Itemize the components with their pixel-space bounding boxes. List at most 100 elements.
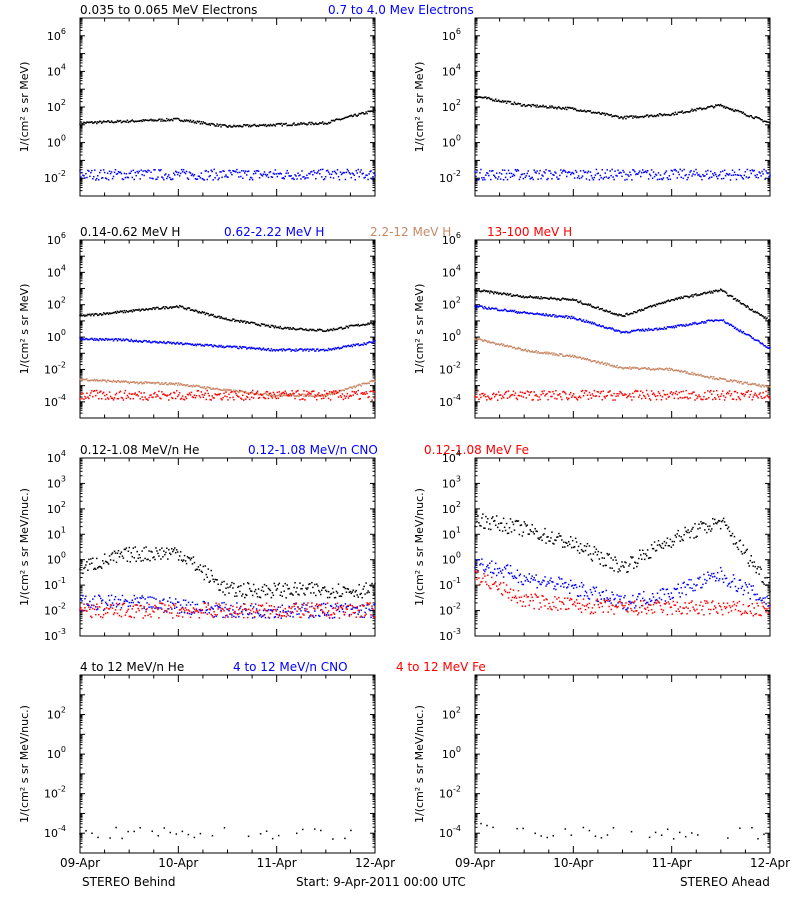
data-point (539, 352, 541, 354)
data-point (208, 123, 210, 125)
data-point (656, 178, 659, 181)
series-black (79, 304, 376, 333)
data-point (673, 369, 676, 372)
data-point (250, 177, 253, 179)
data-point (134, 382, 136, 384)
data-point (693, 170, 695, 173)
data-point (176, 395, 179, 398)
data-point (541, 174, 543, 176)
data-point (523, 173, 526, 175)
data-point (180, 168, 183, 171)
data-point (241, 347, 243, 350)
data-point (128, 310, 131, 312)
data-point (642, 367, 645, 369)
data-point (711, 290, 713, 293)
data-point (573, 177, 576, 179)
y-tick-exponent: -4 (453, 393, 461, 402)
data-point (501, 309, 504, 312)
data-point (169, 119, 171, 122)
data-point (657, 368, 660, 371)
data-point (218, 589, 220, 591)
data-point (640, 367, 643, 369)
data-point (636, 172, 638, 175)
data-point (743, 174, 746, 177)
data-point (125, 173, 128, 175)
data-point (102, 338, 105, 341)
data-point (354, 324, 357, 327)
data-point (80, 559, 82, 561)
data-point (231, 173, 233, 176)
data-point (104, 398, 107, 401)
data-point (753, 383, 755, 385)
data-point (690, 373, 692, 375)
data-point (730, 295, 733, 297)
data-point (103, 120, 106, 123)
data-point (104, 337, 107, 340)
data-point (557, 106, 559, 109)
data-point (147, 399, 149, 401)
data-point (726, 380, 729, 382)
data-point (202, 121, 205, 123)
data-point (763, 344, 765, 347)
data-point (629, 115, 631, 117)
data-point (704, 376, 706, 378)
data-point (522, 295, 525, 297)
data-point (690, 109, 692, 112)
data-point (728, 390, 731, 392)
data-point (246, 396, 249, 399)
data-point (481, 339, 483, 341)
data-point (684, 396, 686, 399)
data-point (565, 298, 567, 300)
data-point (354, 392, 357, 394)
data-point (749, 335, 752, 337)
data-point (251, 389, 254, 392)
data-point (763, 386, 765, 388)
data-point (239, 345, 241, 348)
data-point (297, 389, 299, 392)
data-point (524, 105, 527, 108)
data-point (624, 115, 626, 118)
y-tick-label: 102 (47, 296, 66, 312)
data-point (269, 326, 272, 328)
data-point (717, 319, 720, 322)
data-point (702, 173, 704, 176)
data-point (578, 177, 581, 180)
data-point (193, 173, 196, 176)
data-point (668, 367, 671, 370)
data-point (368, 173, 370, 175)
data-point (642, 394, 645, 397)
data-point (642, 309, 645, 311)
data-point (488, 174, 490, 177)
data-point (301, 398, 303, 400)
data-point (165, 381, 167, 384)
data-point (516, 348, 519, 350)
data-point (516, 312, 519, 314)
data-point (604, 310, 606, 313)
data-point (303, 175, 305, 178)
data-point (672, 112, 675, 115)
data-point (566, 397, 568, 399)
data-point (374, 320, 376, 323)
data-point (602, 178, 605, 180)
data-point (750, 172, 752, 175)
data-point (641, 169, 644, 171)
data-point (286, 584, 288, 586)
data-point (203, 179, 206, 181)
data-point (205, 169, 208, 172)
data-point (239, 124, 241, 127)
data-point (559, 393, 561, 395)
data-point (194, 385, 197, 387)
data-point (292, 594, 294, 596)
data-point (563, 169, 565, 171)
data-point (192, 309, 195, 312)
data-point (761, 315, 763, 317)
data-point (324, 589, 327, 592)
data-point (315, 350, 317, 352)
data-point (494, 177, 497, 179)
data-point (663, 326, 666, 329)
data-point (531, 296, 533, 298)
data-point (554, 397, 556, 400)
data-point (690, 295, 692, 297)
data-point (587, 170, 590, 173)
data-point (113, 121, 116, 124)
